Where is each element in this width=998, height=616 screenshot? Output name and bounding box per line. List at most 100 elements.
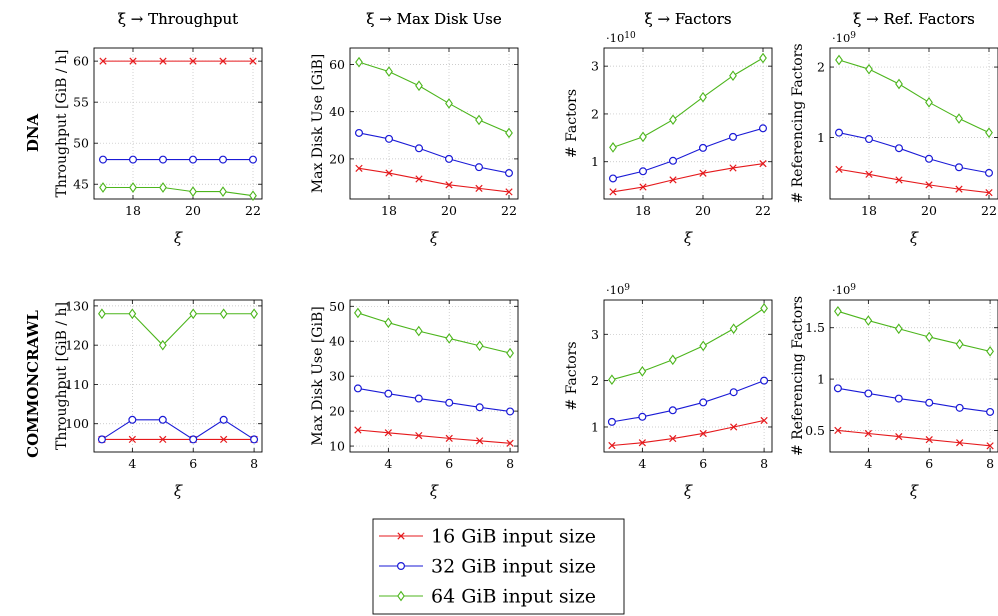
data-point	[250, 308, 258, 320]
plot-frame	[93, 299, 263, 453]
x-tick-label: 8	[506, 456, 514, 471]
data-point	[925, 331, 934, 343]
data-point	[354, 307, 362, 319]
series-2	[97, 415, 259, 444]
chart-title: ξ → Factors	[644, 10, 731, 28]
data-point	[894, 323, 903, 335]
x-tick-label: 8	[986, 456, 994, 471]
series-line	[837, 429, 991, 447]
data-point	[608, 441, 616, 450]
data-point	[955, 113, 963, 124]
data-point	[476, 437, 484, 445]
y-axis-label: Throughput [GiB / h]	[54, 49, 70, 197]
series-2	[608, 124, 767, 183]
data-point	[384, 317, 393, 329]
data-point	[414, 325, 423, 337]
data-point	[249, 155, 258, 164]
series-2	[834, 128, 993, 177]
data-point	[638, 412, 647, 421]
y-tick-label: 1	[817, 372, 825, 387]
data-point	[475, 340, 484, 352]
data-point	[956, 439, 964, 447]
data-point	[759, 160, 767, 168]
legend-label: 64 GiB input size	[431, 586, 596, 608]
data-point	[638, 439, 646, 447]
data-point	[895, 432, 903, 441]
chart-title: ξ → Throughput	[118, 10, 238, 28]
data-point	[189, 308, 198, 320]
y-tick-label: 1	[591, 419, 599, 434]
chart-panel-commoncrawl-3: 4 6 8 1 2 3 ·109 ξ → Factors ξ # Factors	[564, 10, 773, 500]
axis-exponent: ·109	[606, 283, 630, 297]
data-point	[609, 142, 617, 153]
data-point	[129, 182, 137, 193]
grid-lines	[830, 300, 998, 452]
data-point	[639, 131, 647, 143]
data-point	[985, 189, 993, 197]
data-point	[355, 56, 363, 68]
x-axis-label: ξ	[910, 229, 919, 247]
data-point	[355, 128, 364, 137]
chart-panel-dna-4: 18 20 22 1 2 ·109 ξ → Ref. Factors ξ # Referenci…	[790, 10, 998, 247]
data-point	[864, 315, 873, 326]
chart-panel-dna-2: 18 20 22 20 40 60 ξ → Max Disk Use ξ Max Disk Us…	[310, 10, 519, 247]
series-line	[357, 387, 511, 413]
data-point	[835, 165, 843, 173]
data-point	[159, 182, 167, 193]
y-tick-label: 2	[817, 60, 825, 75]
plot-frame	[349, 47, 519, 200]
y-axis-label: # Referencing Factors	[790, 296, 806, 456]
y-tick-label: 130	[65, 298, 89, 313]
x-tick-label: 4	[384, 456, 392, 471]
axis-exponent: ·109	[832, 283, 856, 297]
data-point	[699, 340, 708, 352]
x-tick-label: 6	[445, 456, 453, 471]
y-tick-label: 110	[65, 377, 89, 392]
series-line	[838, 59, 990, 134]
x-tick-label: 6	[189, 456, 197, 471]
data-point	[355, 164, 363, 172]
grid-lines	[350, 300, 518, 452]
data-point	[986, 407, 995, 416]
x-axis-label: ξ	[684, 482, 693, 500]
data-point	[414, 394, 423, 403]
series-line	[837, 310, 991, 352]
series-1	[354, 426, 514, 447]
data-point	[505, 169, 514, 178]
series-2	[833, 384, 995, 416]
data-point	[99, 57, 107, 65]
series-3	[609, 52, 767, 153]
data-point	[955, 185, 963, 193]
series-line	[612, 163, 764, 193]
series-2	[607, 376, 769, 426]
series-3	[354, 307, 514, 359]
series-2	[353, 384, 515, 416]
y-axis-label: Max Disk Use [GiB]	[310, 54, 326, 193]
data-point	[219, 155, 228, 164]
x-tick-label: 4	[128, 456, 136, 471]
x-tick-label: 20	[921, 203, 937, 218]
y-tick-label: 45	[73, 177, 89, 192]
series-3	[834, 305, 994, 357]
data-point	[729, 388, 738, 397]
grid-lines	[94, 300, 262, 452]
data-point	[445, 434, 453, 442]
data-point	[219, 57, 227, 65]
series-line	[612, 57, 764, 148]
data-point	[249, 190, 257, 202]
y-tick-label: 60	[73, 54, 89, 69]
series-line	[837, 387, 991, 413]
data-point	[925, 181, 933, 189]
y-axis-label: # Factors	[564, 89, 580, 158]
x-tick-label: 6	[699, 456, 707, 471]
data-point	[985, 127, 993, 139]
x-axis-label: ξ	[684, 229, 693, 247]
grid-lines	[604, 300, 772, 452]
series-3	[98, 308, 258, 351]
data-point	[97, 435, 106, 444]
data-point	[415, 80, 423, 92]
x-tick-label: 8	[760, 456, 768, 471]
data-point	[445, 333, 454, 344]
y-axis-label: # Referencing Factors	[790, 43, 806, 203]
